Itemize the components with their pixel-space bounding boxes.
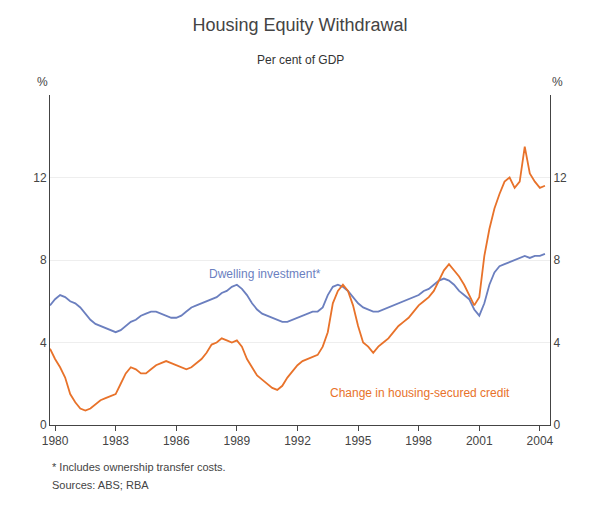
svg-text:* Includes ownership transfer: * Includes ownership transfer costs. [52, 461, 226, 473]
svg-text:%: % [552, 75, 563, 89]
svg-text:1980: 1980 [42, 434, 69, 448]
svg-text:1989: 1989 [224, 434, 251, 448]
svg-text:12: 12 [553, 171, 567, 185]
svg-text:2004: 2004 [527, 434, 554, 448]
svg-text:Dwelling investment*: Dwelling investment* [209, 267, 321, 281]
svg-text:12: 12 [33, 171, 47, 185]
svg-text:1998: 1998 [405, 434, 432, 448]
svg-text:8: 8 [553, 253, 560, 267]
svg-text:Per cent of GDP: Per cent of GDP [257, 53, 344, 67]
svg-text:4: 4 [40, 336, 47, 350]
svg-text:2001: 2001 [466, 434, 493, 448]
svg-text:Change in housing-secured cred: Change in housing-secured credit [330, 386, 510, 400]
svg-text:1983: 1983 [102, 434, 129, 448]
svg-text:Sources: ABS; RBA: Sources: ABS; RBA [52, 479, 149, 491]
svg-text:1992: 1992 [284, 434, 311, 448]
svg-text:0: 0 [40, 418, 47, 432]
svg-text:4: 4 [553, 336, 560, 350]
svg-text:1986: 1986 [163, 434, 190, 448]
svg-text:%: % [37, 75, 48, 89]
svg-text:Housing Equity Withdrawal: Housing Equity Withdrawal [192, 15, 407, 35]
svg-text:0: 0 [553, 418, 560, 432]
svg-text:8: 8 [40, 253, 47, 267]
svg-text:1995: 1995 [345, 434, 372, 448]
